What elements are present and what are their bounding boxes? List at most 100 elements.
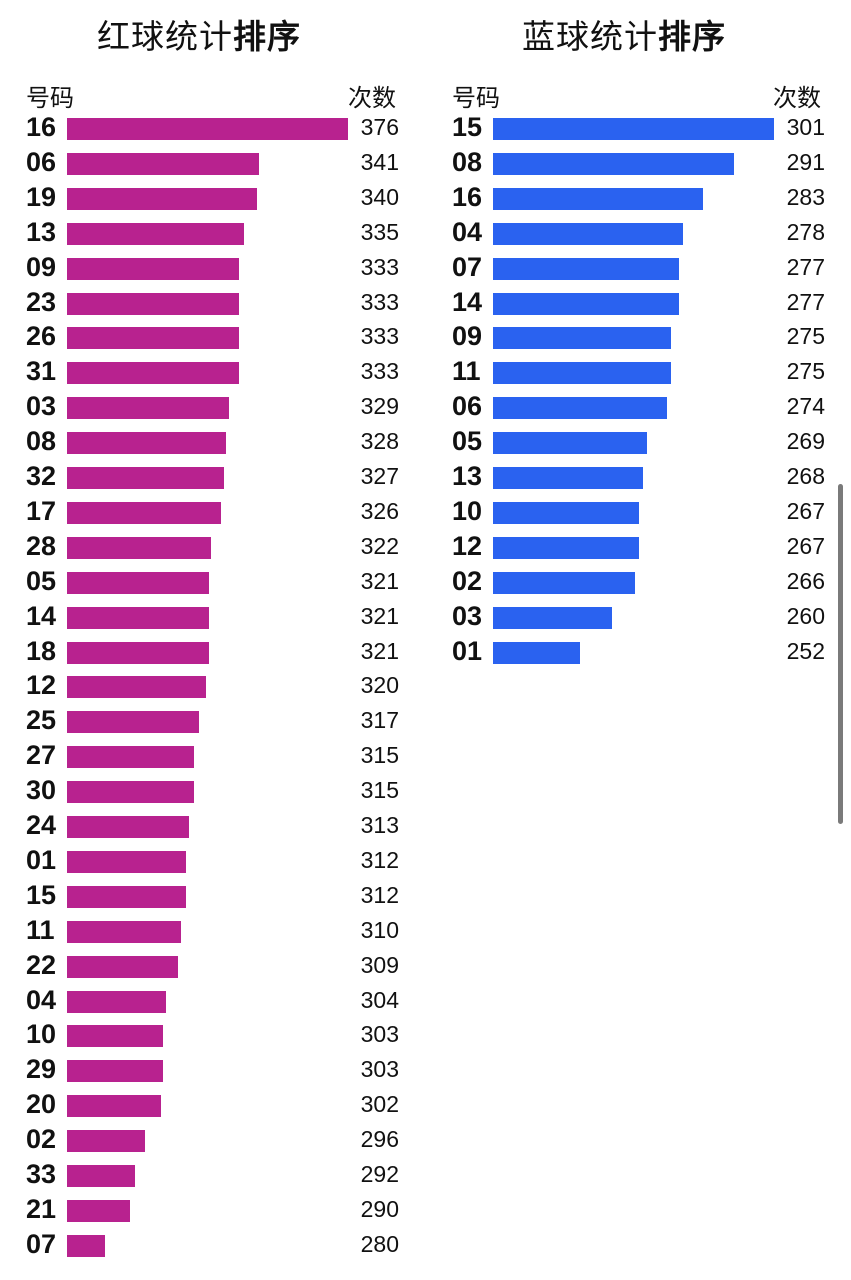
blue-ball-row: 06 274 [452, 389, 832, 424]
red-ball-number-label: 33 [26, 1159, 57, 1189]
red-ball-chart: 16 376 06 341 19 340 13 335 09 333 23 333 26 333 31 333… [26, 110, 406, 1270]
blue-ball-count-label: 291 [786, 148, 825, 175]
red-ball-row: 25 317 [26, 703, 406, 738]
blue-ball-count-label: 268 [786, 463, 825, 489]
red-ball-count-label: 321 [360, 567, 399, 594]
red-ball-count-label: 333 [360, 253, 399, 280]
red-ball-bar [67, 536, 212, 559]
red-ball-number-label: 09 [26, 251, 57, 282]
red-ball-number-label: 03 [26, 391, 57, 422]
blue-ball-number-label: 07 [452, 251, 483, 282]
blue-ball-bar [493, 152, 735, 175]
red-ball-bar [67, 187, 257, 210]
red-ball-row: 08 328 [26, 424, 406, 459]
red-ball-bar [67, 222, 245, 245]
blue-ball-number-label: 09 [452, 321, 483, 352]
blue-ball-count-label: 267 [786, 532, 825, 559]
red-ball-row: 32 327 [26, 459, 406, 494]
blue-ball-row: 09 275 [452, 319, 832, 354]
red-ball-count-label: 303 [360, 1021, 399, 1048]
red-ball-number-label: 25 [26, 705, 57, 736]
red-ball-number-label: 02 [26, 1124, 57, 1155]
blue-ball-row: 12 267 [452, 529, 832, 564]
blue-ball-chart: 15 301 08 291 16 283 04 278 07 277 14 277 09 275 11 275… [452, 110, 832, 710]
blue-ball-row: 01 252 [452, 634, 832, 669]
red-ball-count-label: 333 [360, 323, 399, 350]
red-ball-row: 05 321 [26, 564, 406, 599]
red-ball-count-label: 322 [360, 532, 399, 559]
red-ball-number-label: 23 [26, 286, 57, 317]
red-ball-count-label: 317 [360, 707, 399, 734]
red-ball-count-label: 290 [360, 1195, 399, 1222]
blue-ball-number-label: 12 [452, 530, 483, 561]
red-ball-count-label: 296 [360, 1126, 399, 1153]
red-ball-row: 14 321 [26, 599, 406, 634]
red-ball-number-label: 29 [26, 1054, 57, 1085]
red-ball-count-label: 326 [360, 497, 399, 524]
blue-ball-number-label: 04 [452, 216, 483, 247]
red-ball-row: 23 333 [26, 285, 406, 320]
red-title: 红球统计排序 [97, 10, 301, 58]
red-ball-bar [67, 746, 194, 769]
blue-ball-number-label: 08 [452, 146, 483, 177]
red-ball-bar [67, 885, 186, 908]
blue-ball-row: 10 267 [452, 494, 832, 529]
blue-ball-number-label: 02 [452, 565, 483, 596]
red-ball-number-label: 01 [26, 844, 57, 875]
red-ball-number-label: 04 [26, 984, 57, 1015]
red-ball-number-label: 15 [26, 879, 57, 910]
red-ball-count-label: 312 [360, 881, 399, 908]
blue-ball-count-label: 274 [786, 393, 825, 420]
red-ball-count-label: 335 [360, 218, 399, 245]
red-ball-bar [67, 641, 209, 664]
red-ball-row: 22 309 [26, 948, 406, 983]
red-ball-count-label: 341 [360, 148, 399, 175]
blue-ball-count-label: 301 [786, 114, 825, 140]
red-ball-number-label: 12 [26, 670, 57, 701]
red-ball-row: 27 315 [26, 738, 406, 773]
blue-title-normal: 蓝球统计 [522, 17, 658, 56]
blue-ball-number-label: 13 [452, 461, 483, 491]
red-ball-row: 13 335 [26, 215, 406, 250]
red-ball-bar [67, 152, 260, 175]
blue-col-number-header: 号码 [452, 84, 500, 112]
red-ball-count-label: 315 [360, 777, 399, 804]
blue-ball-number-label: 10 [452, 495, 483, 526]
red-ball-row: 02 296 [26, 1122, 406, 1157]
red-ball-count-label: 340 [360, 183, 399, 210]
red-ball-bar [67, 990, 166, 1013]
blue-ball-row: 05 269 [452, 424, 832, 459]
red-ball-count-label: 309 [360, 951, 399, 978]
red-ball-bar [67, 816, 189, 838]
red-ball-number-label: 18 [26, 635, 57, 666]
red-ball-number-label: 28 [26, 530, 57, 561]
blue-ball-bar [493, 501, 640, 524]
red-ball-bar [67, 1234, 105, 1257]
red-ball-number-label: 13 [26, 216, 57, 247]
red-title-bold: 排序 [233, 17, 301, 56]
red-ball-bar [67, 781, 194, 804]
blue-ball-number-label: 05 [452, 426, 483, 457]
blue-ball-bar [493, 292, 679, 315]
blue-ball-number-label: 11 [452, 356, 481, 387]
blue-ball-bar [493, 222, 683, 245]
red-col-count-header: 次数 [348, 84, 396, 112]
red-ball-row: 21 290 [26, 1192, 406, 1227]
red-ball-row: 28 322 [26, 529, 406, 564]
blue-col-count-header: 次数 [773, 84, 821, 112]
blue-ball-number-label: 06 [452, 391, 483, 422]
scrollbar[interactable] [838, 484, 843, 824]
blue-ball-bar [493, 362, 672, 385]
blue-ball-bar [493, 432, 648, 455]
red-ball-count-label: 315 [360, 742, 399, 769]
red-ball-number-label: 10 [26, 1019, 57, 1050]
red-ball-number-label: 17 [26, 495, 57, 526]
blue-ball-count-label: 278 [786, 218, 825, 245]
blue-ball-bar [493, 257, 679, 280]
red-ball-row: 16 376 [26, 110, 406, 145]
blue-ball-bar [493, 641, 581, 664]
red-ball-bar [67, 850, 186, 873]
red-ball-bar [67, 1095, 161, 1118]
red-ball-row: 29 303 [26, 1052, 406, 1087]
red-ball-bar [67, 118, 348, 140]
